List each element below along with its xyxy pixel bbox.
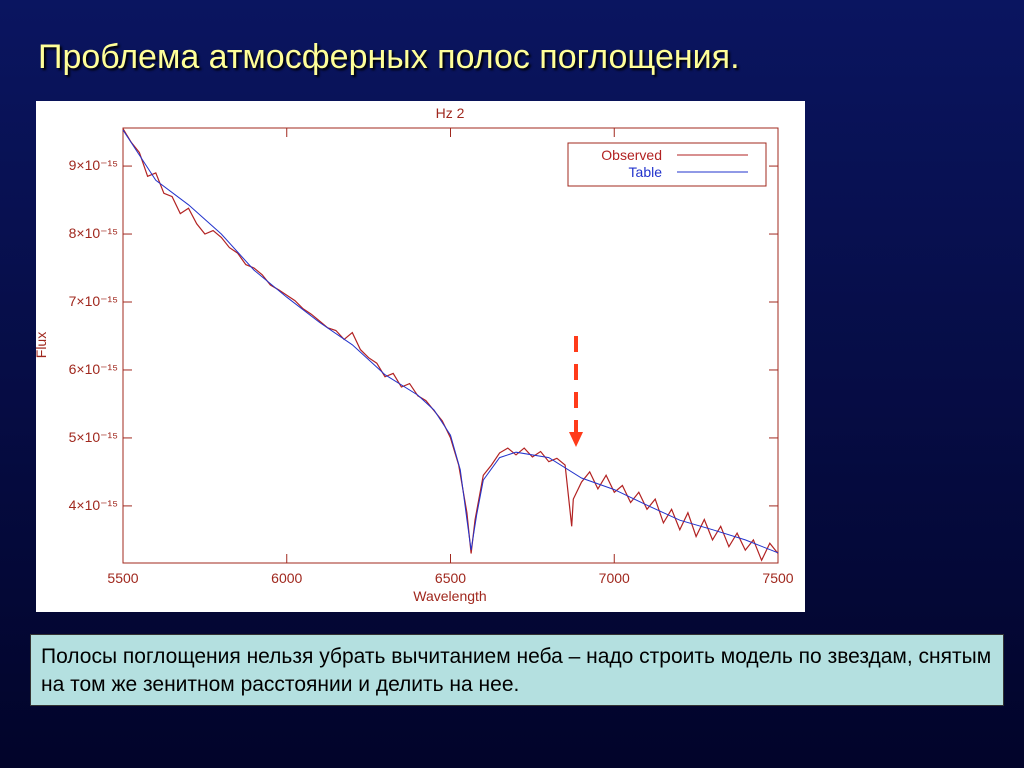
- plot-frame: [122, 127, 779, 564]
- y-tick-label: 5×10⁻¹⁵: [69, 429, 118, 445]
- legend-label: Table: [629, 164, 663, 180]
- y-tick-label: 8×10⁻¹⁵: [69, 225, 118, 241]
- chart: Hz 2 Wavelength Flux 5500 6000 6500 7000 750…: [36, 101, 805, 612]
- x-tick-label: 6500: [435, 570, 466, 586]
- x-tick-label: 6000: [271, 570, 302, 586]
- y-tick-label: 7×10⁻¹⁵: [69, 293, 118, 309]
- x-axis-label: Wavelength: [413, 588, 486, 604]
- y-axis-label: Flux: [36, 332, 49, 358]
- slide-title: Проблема атмосферных полос поглощения.: [38, 38, 740, 76]
- chart-title: Hz 2: [436, 105, 465, 121]
- x-tick-label: 7500: [762, 570, 793, 586]
- arrow: [569, 336, 583, 447]
- series-line: [122, 128, 779, 562]
- x-tick-label: 5500: [107, 570, 138, 586]
- note-box: Полосы поглощения нельзя убрать вычитани…: [30, 634, 1004, 706]
- y-tick-label: 6×10⁻¹⁵: [69, 361, 118, 377]
- series-line: [122, 129, 779, 554]
- legend-label: Observed: [601, 147, 662, 163]
- y-tick-label: 4×10⁻¹⁵: [69, 497, 118, 513]
- x-tick-label: 7000: [599, 570, 630, 586]
- y-tick-label: 9×10⁻¹⁵: [69, 157, 118, 173]
- legend-box: [567, 142, 767, 187]
